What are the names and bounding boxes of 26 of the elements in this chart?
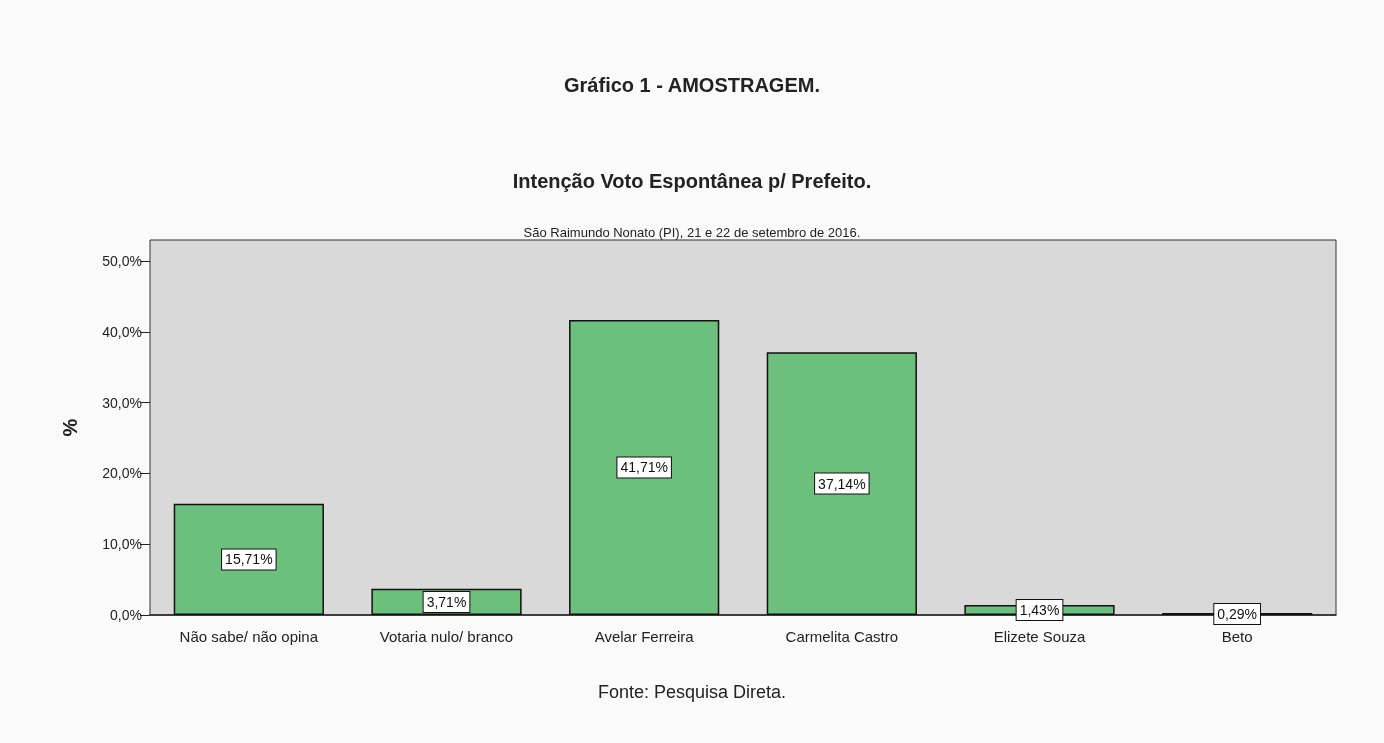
bar [766, 352, 917, 615]
bar [569, 319, 720, 615]
y-tick-label: 10,0% [102, 536, 142, 553]
source-note: Fonte: Pesquisa Direta. [597, 682, 787, 702]
x-tick-label: Votaria nulo/ branco [379, 628, 514, 645]
chart-title: Gráfico 1 - AMOSTRAGEM. [564, 74, 820, 96]
data-label: 3,71% [426, 593, 467, 610]
x-tick-label: Carmelita Castro [785, 628, 899, 645]
x-tick-label: Avelar Ferreira [594, 628, 695, 645]
y-tick-label: 50,0% [102, 253, 142, 270]
x-tick-label: Não sabe/ não opina [179, 628, 319, 645]
data-label: 37,14% [818, 475, 866, 492]
y-tick-label: 0,0% [110, 607, 142, 623]
data-label: 0,29% [1217, 605, 1258, 622]
bar [173, 503, 324, 615]
y-tick-label: 20,0% [102, 465, 142, 482]
x-tick-label: Beto [1221, 628, 1253, 645]
y-axis-title: % [59, 418, 81, 437]
chart-subtitle: Intenção Voto Espontânea p/ Prefeito. [512, 170, 872, 192]
y-tick-label: 40,0% [102, 323, 142, 340]
data-label: 15,71% [225, 551, 273, 568]
x-tick-label: Elizete Souza [993, 628, 1087, 645]
data-label: 41,71% [620, 459, 668, 476]
text: São Raimundo Nonato (PI), 21 e 22 de setembro de 2016. [523, 225, 861, 240]
y-tick-label: 30,0% [102, 394, 142, 411]
data-label: 1,43% [1019, 601, 1060, 618]
